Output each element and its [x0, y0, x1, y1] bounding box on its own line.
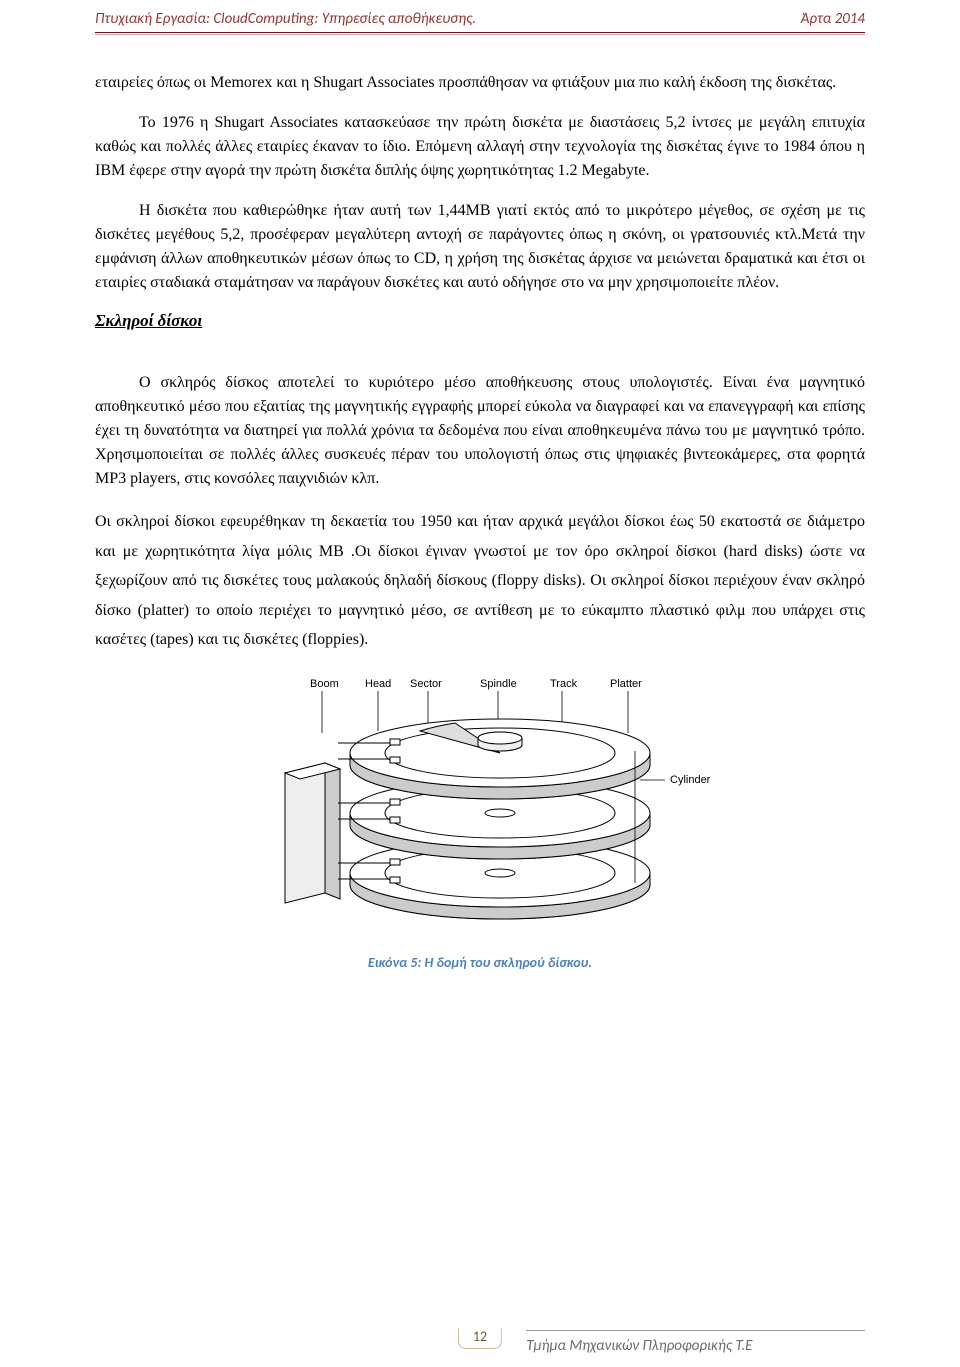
page: Πτυχιακή Εργασία: CloudComputing: Υπηρεσ…: [0, 0, 960, 1367]
label-track: Track: [550, 678, 578, 690]
label-sector: Sector: [410, 678, 442, 690]
paragraph-5: Οι σκληροί δίσκοι εφευρέθηκαν τη δεκαετί…: [95, 507, 865, 655]
label-boom: Boom: [310, 678, 339, 690]
page-header: Πτυχιακή Εργασία: CloudComputing: Υπηρεσ…: [95, 10, 865, 32]
header-rule-light: [95, 34, 865, 35]
header-right: Άρτα 2014: [801, 10, 865, 28]
header-left: Πτυχιακή Εργασία: CloudComputing: Υπηρεσ…: [95, 10, 476, 28]
footer-department: Τμήμα Μηχανικών Πληροφορικής Τ.Ε: [526, 1337, 865, 1355]
label-platter: Platter: [610, 678, 642, 690]
paragraph-2: Το 1976 η Shugart Associates κατασκεύασε…: [95, 111, 865, 183]
header-rule-dark: [95, 32, 865, 33]
label-cylinder: Cylinder: [670, 774, 711, 786]
paragraph-4: Ο σκληρός δίσκος αποτελεί το κυριότερο μ…: [95, 371, 865, 491]
body-text: εταιρείες όπως οι Memorex και η Shugart …: [95, 71, 865, 971]
paragraph-3: Η δισκέτα που καθιερώθηκε ήταν αυτή των …: [95, 199, 865, 295]
footer-rule: Τμήμα Μηχανικών Πληροφορικής Τ.Ε: [526, 1330, 865, 1355]
page-number: 12: [458, 1328, 502, 1349]
figure-caption: Εικόνα 5: Η δομή του σκληρού δίσκου.: [95, 954, 865, 971]
figure-hard-disk: Boom Head Sector Spindle Track Platter C…: [95, 673, 865, 971]
paragraph-1: εταιρείες όπως οι Memorex και η Shugart …: [95, 71, 865, 95]
subheading-hard-disks: Σκληροί δίσκοι: [95, 311, 865, 331]
label-spindle: Spindle: [480, 678, 517, 690]
page-footer: 12 Τμήμα Μηχανικών Πληροφορικής Τ.Ε: [95, 1330, 865, 1355]
label-head: Head: [365, 678, 391, 690]
hard-disk-diagram: Boom Head Sector Spindle Track Platter C…: [230, 673, 730, 933]
